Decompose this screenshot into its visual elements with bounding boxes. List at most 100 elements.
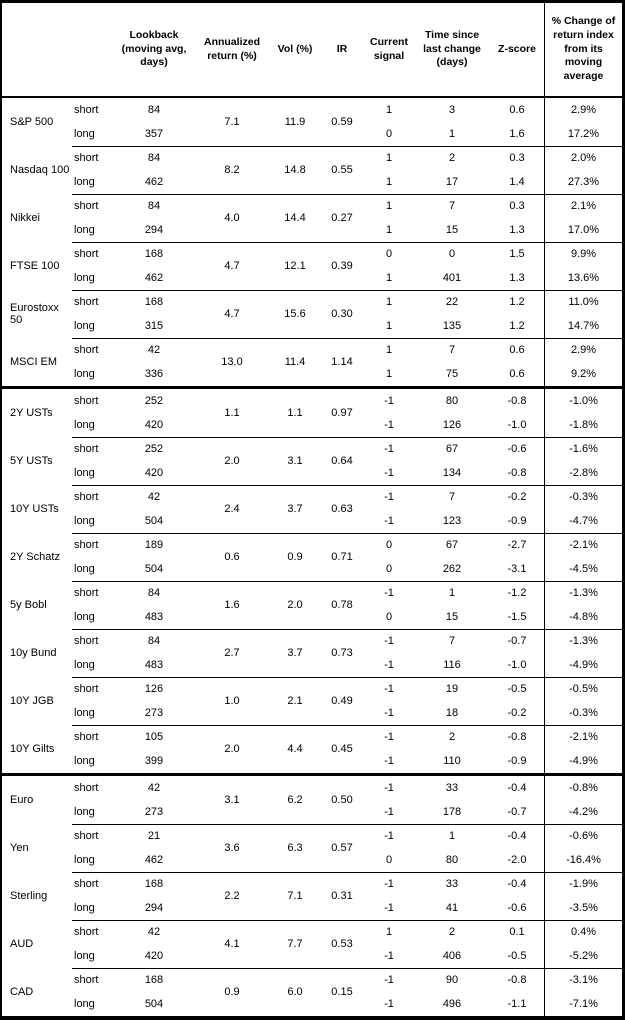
lookback-cell: 189 504 xyxy=(114,533,194,581)
leg-label-long: long xyxy=(74,467,95,479)
col-header-current-signal: Current signal xyxy=(370,35,408,62)
time-long: 80 xyxy=(445,854,459,866)
pct-short: -0.8% xyxy=(569,782,598,794)
col-header-pct-change: % Change of return index from its moving… xyxy=(544,3,622,96)
time-since-cell: 1 15 xyxy=(414,581,490,629)
leg-labels: short long xyxy=(72,872,114,920)
annualized-return-cell: 4.0 xyxy=(224,212,240,224)
pct-short: -1.9% xyxy=(569,878,598,890)
table-row: FTSE 100 short long 168 462 4.7 12.1 0.3… xyxy=(2,242,622,290)
pct-long: -7.1% xyxy=(569,998,598,1010)
leg-label-short: short xyxy=(74,296,99,308)
signal-cell: 1 0 xyxy=(364,98,414,146)
lookback-cell: 168 504 xyxy=(114,968,194,1016)
table-row: 10Y JGB short long 126 273 1.0 2.1 0.49 … xyxy=(2,677,622,725)
ir-cell: 0.39 xyxy=(331,260,353,272)
lookback-cell: 84 483 xyxy=(114,629,194,677)
leg-label-short: short xyxy=(74,782,99,794)
lookback-cell: 252 420 xyxy=(114,437,194,485)
pct-long: -16.4% xyxy=(566,854,601,866)
annualized-return-cell: 7.1 xyxy=(224,116,240,128)
time-long: 75 xyxy=(445,368,459,380)
pct-short: -1.6% xyxy=(569,443,598,455)
annualized-return-cell: 0.9 xyxy=(224,986,240,998)
time-since-cell: 7 123 xyxy=(414,485,490,533)
leg-label-short: short xyxy=(74,878,99,890)
zscore-short: -0.8 xyxy=(507,974,527,986)
leg-label-long: long xyxy=(74,128,95,140)
zscore-cell: -0.8 -0.9 xyxy=(490,725,544,773)
zscore-long: -1.1 xyxy=(507,998,527,1010)
lookback-short: 21 xyxy=(147,830,161,842)
time-long: 406 xyxy=(442,950,462,962)
time-long: 134 xyxy=(442,467,462,479)
lookback-long: 294 xyxy=(144,902,164,914)
leg-labels: short long xyxy=(72,824,114,872)
pct-change-cell: 2.1% 17.0% xyxy=(544,194,622,242)
time-since-cell: 19 18 xyxy=(414,677,490,725)
signal-long: -1 xyxy=(384,998,394,1010)
zscore-cell: 1.5 1.3 xyxy=(490,242,544,290)
zscore-short: 0.3 xyxy=(509,152,525,164)
time-short: 7 xyxy=(448,491,456,503)
time-since-cell: 0 401 xyxy=(414,242,490,290)
time-short: 1 xyxy=(448,587,456,599)
leg-label-short: short xyxy=(74,974,99,986)
lookback-cell: 84 294 xyxy=(114,194,194,242)
lookback-long: 357 xyxy=(144,128,164,140)
lookback-short: 84 xyxy=(147,587,161,599)
lookback-cell: 168 294 xyxy=(114,872,194,920)
zscore-cell: -0.6 -0.8 xyxy=(490,437,544,485)
lookback-long: 420 xyxy=(144,467,164,479)
signal-long: 1 xyxy=(385,320,393,332)
zscore-short: 0.1 xyxy=(509,926,525,938)
signal-cell: 1 1 xyxy=(364,338,414,386)
zscore-long: -1.0 xyxy=(507,659,527,671)
table-row: S&P 500 short long 84 357 7.1 11.9 0.59 … xyxy=(2,98,622,146)
zscore-long: 1.4 xyxy=(509,176,525,188)
signal-long: -1 xyxy=(384,515,394,527)
time-since-cell: 3 1 xyxy=(414,98,490,146)
asset-name: 2Y USTs xyxy=(10,407,53,419)
time-since-cell: 7 15 xyxy=(414,194,490,242)
signal-short: 1 xyxy=(385,926,393,938)
leg-label-long: long xyxy=(74,998,95,1010)
time-short: 0 xyxy=(448,248,456,260)
time-long: 18 xyxy=(445,707,459,719)
vol-cell: 3.7 xyxy=(287,503,303,515)
time-short: 19 xyxy=(445,683,459,695)
signal-cell: -1 -1 xyxy=(364,389,414,437)
lookback-long: 504 xyxy=(144,563,164,575)
signal-short: 0 xyxy=(385,248,393,260)
leg-label-long: long xyxy=(74,902,95,914)
time-since-cell: 7 75 xyxy=(414,338,490,386)
table-row: 5y Bobl short long 84 483 1.6 2.0 0.78 -… xyxy=(2,581,622,629)
leg-label-long: long xyxy=(74,707,95,719)
lookback-short: 168 xyxy=(144,974,164,986)
pct-change-cell: 2.9% 9.2% xyxy=(544,338,622,386)
leg-label-short: short xyxy=(74,683,99,695)
asset-name: FTSE 100 xyxy=(10,260,60,272)
annualized-return-cell: 2.2 xyxy=(224,890,240,902)
signal-long: -1 xyxy=(384,467,394,479)
table-row: MSCI EM short long 42 336 13.0 11.4 1.14… xyxy=(2,338,622,386)
pct-change-cell: -3.1% -7.1% xyxy=(544,968,622,1016)
lookback-short: 252 xyxy=(144,395,164,407)
zscore-short: -2.7 xyxy=(507,539,527,551)
annualized-return-cell: 1.0 xyxy=(224,695,240,707)
time-since-cell: 33 178 xyxy=(414,776,490,824)
time-long: 15 xyxy=(445,224,459,236)
signal-long: 1 xyxy=(385,368,393,380)
zscore-cell: -0.8 -1.0 xyxy=(490,389,544,437)
signal-cell: -1 -1 xyxy=(364,629,414,677)
ir-cell: 1.14 xyxy=(331,356,353,368)
lookback-long: 462 xyxy=(144,176,164,188)
signal-cell: 1 1 xyxy=(364,194,414,242)
pct-short: -0.3% xyxy=(569,491,598,503)
zscore-long: 1.3 xyxy=(509,224,525,236)
zscore-long: 1.6 xyxy=(509,128,525,140)
time-short: 90 xyxy=(445,974,459,986)
lookback-long: 399 xyxy=(144,755,164,767)
signal-short: -1 xyxy=(384,974,394,986)
signal-short: 1 xyxy=(385,152,393,164)
